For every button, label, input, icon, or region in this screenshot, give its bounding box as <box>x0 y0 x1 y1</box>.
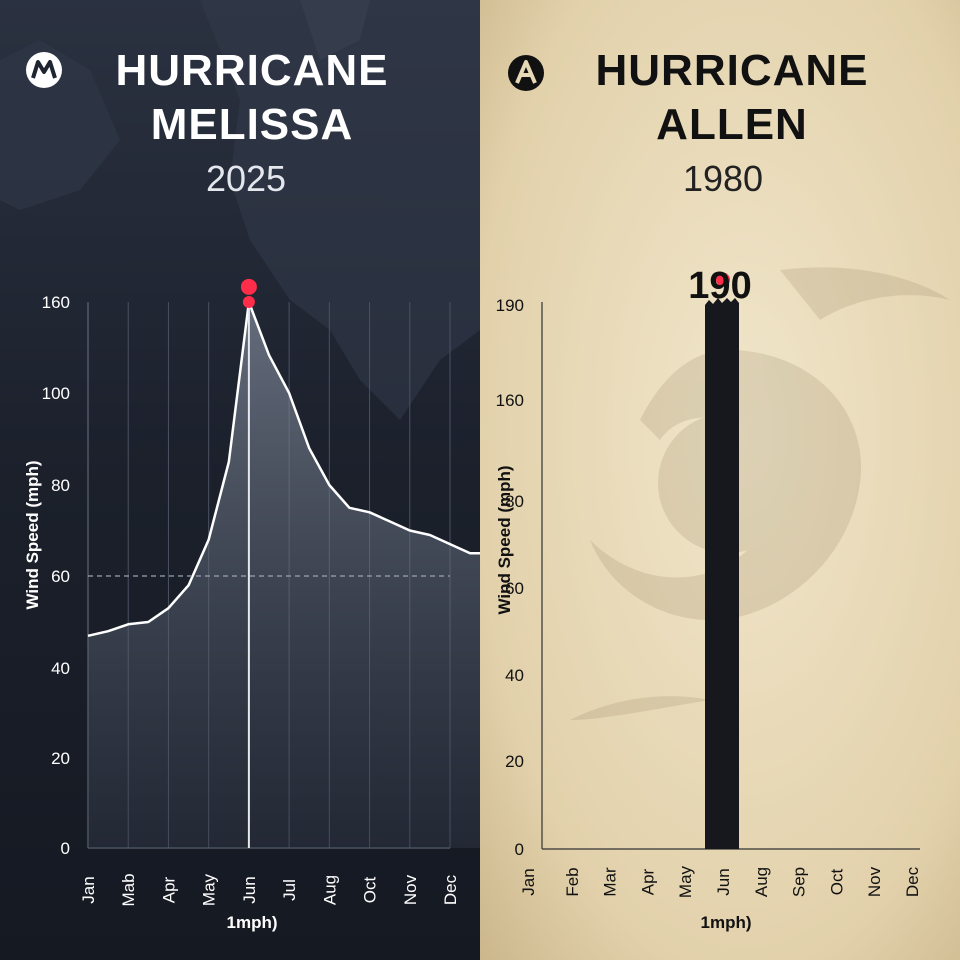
x-tick-label: Nov <box>401 874 420 905</box>
x-tick-label: May <box>676 865 695 898</box>
x-axis-title: 1mph) <box>701 913 752 932</box>
melissa-title: HURRICANE MELISSA <box>0 44 480 152</box>
melissa-year: 2025 <box>205 158 287 199</box>
x-tick-label: Jun <box>240 876 259 903</box>
y-tick-label: 60 <box>51 567 70 586</box>
melissa-panel: HURRICANE MELISSA 2025 0 20 40 60 80 100 160 Ja… <box>0 0 480 960</box>
y-tick-label: 40 <box>505 666 524 685</box>
allen-panel: HURRICANE ALLEN 1980 0 20 40 60 80 160 190 190 J… <box>480 0 960 960</box>
y-tick-label: 100 <box>42 384 70 403</box>
y-tick-label: 80 <box>505 492 524 511</box>
melissa-chart: 0 20 40 60 80 100 160 Jan Mab Apr May Jun Jul Aug Oct N… <box>23 278 480 932</box>
x-tick-label: Jul <box>280 879 299 901</box>
y-tick-label: 20 <box>505 752 524 771</box>
x-tick-label: Mar <box>601 867 620 897</box>
y-tick-label: 60 <box>505 579 524 598</box>
x-tick-label: Apr <box>159 876 178 903</box>
allen-title-line2: ALLEN <box>656 100 808 149</box>
x-tick-label: Mab <box>119 873 138 906</box>
x-tick-label: Sep <box>790 867 809 897</box>
x-axis-title: 1mph) <box>227 913 278 932</box>
y-tick-label: 0 <box>61 839 70 858</box>
y-axis-title: Wind Speed (mph) <box>495 465 514 614</box>
allen-chart: 0 20 40 60 80 160 190 190 Jan Feb Mar Apr May Jun Aug S… <box>495 265 922 932</box>
peak-marker <box>242 296 255 308</box>
x-tick-label: Dec <box>903 866 922 897</box>
series-line <box>87 300 480 638</box>
x-tick-label: Apr <box>638 868 657 895</box>
x-tick-label: May <box>200 873 219 906</box>
allen-year: 1980 <box>682 158 764 199</box>
hurricane-logo-icon <box>26 52 62 88</box>
x-tick-label: Feb <box>563 867 582 896</box>
y-tick-label: 40 <box>51 659 70 678</box>
melissa-title-line1: HURRICANE <box>115 46 389 95</box>
allen-title-line1: HURRICANE <box>595 46 869 95</box>
y-tick-label: 160 <box>496 391 524 410</box>
hurricane-logo-icon <box>508 55 544 91</box>
x-tick-label: Jan <box>79 876 98 903</box>
y-tick-label: 80 <box>51 476 70 495</box>
y-tick-label: 190 <box>496 296 524 315</box>
y-tick-label: 160 <box>42 293 70 312</box>
x-tick-label: Nov <box>865 866 884 897</box>
y-tick-label: 0 <box>515 840 524 859</box>
x-tick-label: Jan <box>519 868 538 895</box>
area-fill <box>88 302 480 848</box>
x-tick-label: Oct <box>827 869 846 896</box>
x-tick-label: Jun <box>714 868 733 895</box>
allen-title: HURRICANE ALLEN <box>480 44 960 152</box>
peak-marker <box>716 272 730 287</box>
melissa-title-line2: MELISSA <box>150 100 354 149</box>
y-axis-title: Wind Speed (mph) <box>23 460 42 609</box>
y-tick-label: 20 <box>51 749 70 768</box>
bar <box>705 298 739 849</box>
x-tick-label: Oct <box>361 877 380 904</box>
peak-value-label: 190 <box>688 265 751 307</box>
x-tick-label: Aug <box>320 875 339 905</box>
peak-marker <box>240 278 257 295</box>
x-tick-label: Aug <box>752 867 771 897</box>
x-tick-label: Dec <box>441 874 460 905</box>
